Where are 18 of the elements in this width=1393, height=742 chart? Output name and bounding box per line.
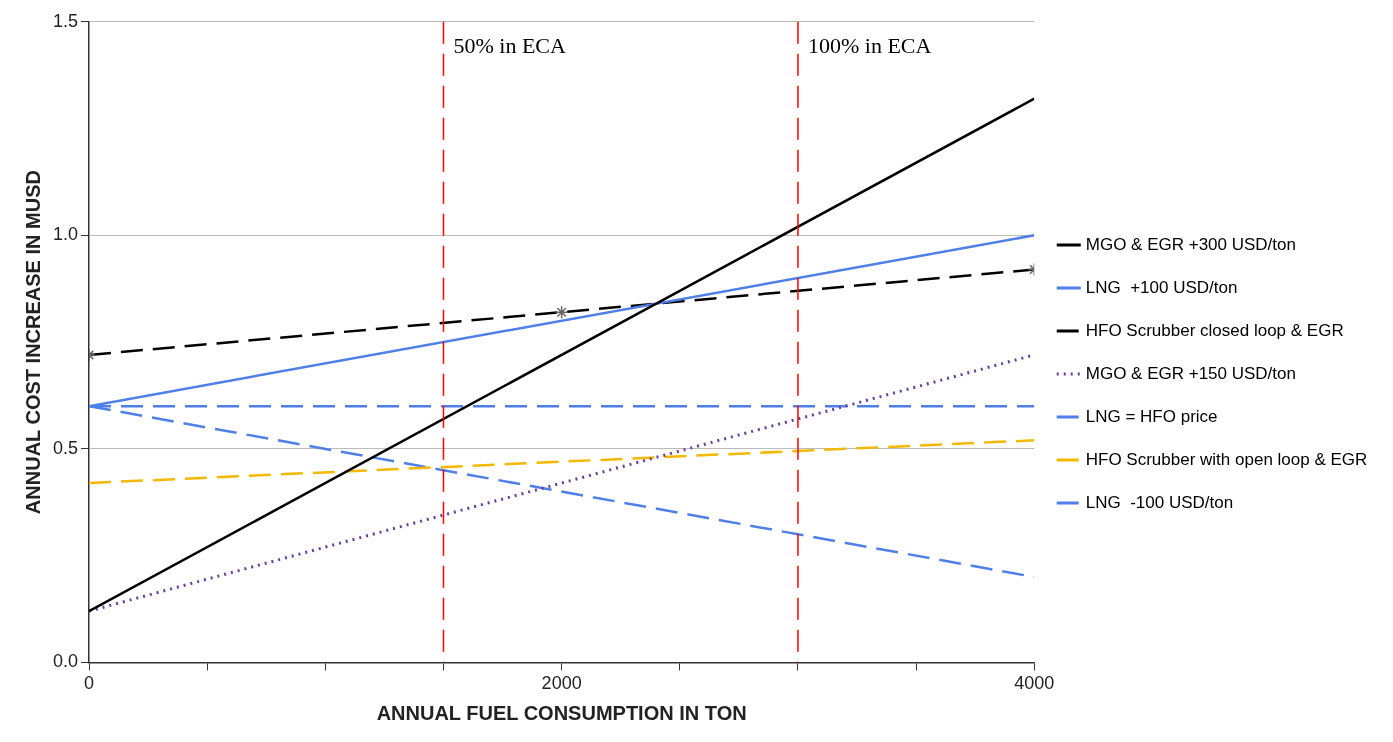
x-tick-label: 2000 [541,673,582,694]
y-axis-title: ANNUAL COST INCREASE IN MUSD [21,170,44,515]
legend-label: LNG = HFO price [1085,406,1218,426]
y-tick-label: 1.5 [52,10,79,31]
legend-label: HFO Scrubber closed loop & EGR [1085,320,1344,340]
x-tick-label: 0 [84,673,95,694]
ref-line-label: 100% in ECA [807,32,932,58]
legend-label: MGO & EGR +300 USD/ton [1085,234,1296,254]
y-tick-label: 1.0 [52,224,79,245]
legend-label: LNG -100 USD/ton [1085,492,1234,512]
x-axis-title: ANNUAL FUEL CONSUMPTION IN TON [376,701,747,724]
legend-label: MGO & EGR +150 USD/ton [1085,363,1296,383]
x-tick-label: 4000 [1014,673,1055,694]
legend-label: LNG +100 USD/ton [1085,277,1238,297]
y-tick-label: 0.5 [52,437,79,458]
y-tick-label: 0.0 [52,651,79,672]
ref-line-label: 50% in ECA [453,32,567,58]
legend-label: HFO Scrubber with open loop & EGR [1085,449,1368,469]
